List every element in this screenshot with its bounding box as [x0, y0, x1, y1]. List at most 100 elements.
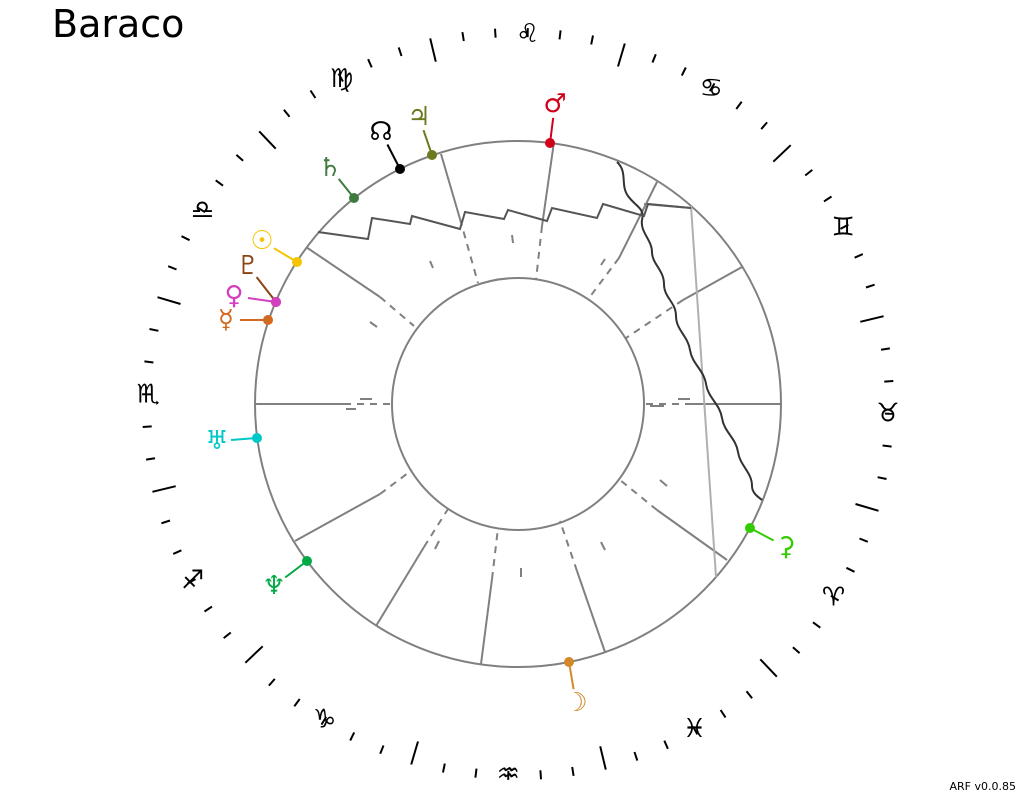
sign-boundary-tick	[599, 746, 607, 770]
sign-boundary-tick	[244, 645, 264, 664]
degree-tick	[283, 109, 291, 118]
degree-tick	[223, 631, 232, 639]
degree-tick	[792, 646, 801, 654]
degree-tick	[590, 35, 594, 45]
house-cusp-line	[541, 141, 555, 227]
mars-glyph: ♂	[543, 89, 566, 119]
version-label: ARF v0.0.85	[949, 780, 1017, 793]
degree-tick	[680, 67, 687, 77]
inner-wheel-ring	[391, 277, 645, 531]
house-cusp-line	[576, 570, 606, 653]
zodiac-glyph-capricorn: ♑	[313, 705, 336, 735]
planet-mars[interactable]: ♂	[543, 89, 567, 148]
planet-neptune[interactable]: ♆	[262, 556, 312, 601]
house-cusp-line	[656, 509, 728, 561]
house-cusp-line	[618, 181, 658, 259]
planet-markers: ♂ ♃ ☊ ♄ ☉♇♀☿ ♅ ♆ ☽ ⚳	[205, 89, 795, 718]
sign-boundary-tick	[410, 741, 419, 765]
uranus-glyph: ♅	[205, 426, 228, 456]
degree-tick	[571, 766, 575, 777]
degree-tick	[161, 519, 171, 525]
saturn-marker	[349, 193, 359, 203]
degree-tick	[320, 716, 328, 726]
planet-saturn[interactable]: ♄	[318, 153, 359, 203]
degree-tick	[172, 549, 182, 555]
ceres-marker	[745, 523, 755, 533]
degree-tick	[760, 121, 768, 130]
planet-mercury[interactable]: ☿	[218, 305, 273, 335]
uranus-marker	[252, 433, 262, 443]
venus-marker	[271, 297, 281, 307]
degree-tick	[187, 578, 196, 585]
degree-tick	[877, 476, 887, 480]
house-cusp-line	[440, 153, 461, 220]
sun-glyph: ☉	[250, 226, 273, 256]
sign-boundary-tick	[855, 503, 879, 512]
sign-boundary-tick	[759, 658, 778, 678]
degree-tick	[823, 195, 833, 203]
degree-tick	[181, 235, 191, 242]
planet-north-node[interactable]: ☊	[369, 117, 405, 174]
degree-tick	[145, 457, 156, 461]
house-cusp-line	[294, 493, 381, 542]
sign-boundary-tick	[152, 485, 176, 493]
degree-tick	[268, 678, 276, 687]
degree-tick	[880, 347, 891, 351]
planet-ceres[interactable]: ⚳	[745, 523, 796, 562]
degree-tick	[215, 179, 224, 187]
house-number-markers	[346, 234, 690, 577]
zodiac-glyph-taurus: ♉	[876, 399, 899, 429]
zodiac-glyph-scorpio: ♏	[136, 379, 159, 409]
neptune-marker	[302, 556, 312, 566]
venus-glyph: ♀	[224, 281, 243, 311]
jupiter-glyph: ♃	[407, 102, 430, 132]
degree-tick	[663, 740, 669, 750]
house-cusp-lines	[255, 141, 781, 665]
degree-tick	[865, 283, 875, 289]
degree-tick	[558, 30, 562, 40]
mercury-glyph: ☿	[218, 305, 234, 335]
degree-tick	[845, 566, 855, 573]
zodiac-glyph-gemini: ♊	[832, 213, 855, 243]
degree-tick	[309, 89, 317, 99]
house-cusp-dashes	[344, 218, 692, 580]
degree-tick	[719, 709, 727, 719]
ceres-glyph: ⚳	[776, 532, 795, 562]
planet-uranus[interactable]: ♅	[205, 426, 262, 456]
degree-tick	[882, 444, 892, 448]
degree-tick	[859, 537, 869, 543]
saturn-glyph: ♄	[318, 153, 341, 183]
neptune-glyph: ♆	[262, 571, 285, 601]
degree-tick	[494, 28, 497, 38]
chart-title: Baraco	[52, 2, 185, 46]
planet-sun[interactable]: ☉	[250, 226, 302, 267]
sign-boundary-tick	[429, 38, 437, 62]
planet-venus[interactable]: ♀	[224, 281, 281, 311]
zodiac-glyph-sagittarius: ♐	[181, 566, 204, 596]
degree-tick	[337, 73, 344, 82]
aspect-line	[690, 205, 717, 578]
degree-tick	[804, 169, 813, 177]
degree-tick	[442, 763, 446, 773]
sun-marker	[292, 257, 302, 267]
degree-tick	[884, 380, 894, 383]
degree-tick	[633, 751, 639, 761]
degree-tick	[474, 768, 478, 778]
degree-tick	[149, 328, 159, 332]
planet-jupiter[interactable]: ♃	[407, 102, 437, 160]
north-node-glyph: ☊	[369, 117, 392, 147]
degree-tick	[708, 82, 716, 92]
pluto-connector	[255, 276, 277, 303]
degree-tick	[651, 53, 657, 63]
zodiac-glyph-pisces: ♓	[683, 714, 706, 744]
planet-moon[interactable]: ☽	[564, 657, 588, 718]
degree-tick	[397, 47, 403, 57]
zodiac-glyph-aries: ♈	[822, 582, 845, 612]
house-cusp-line	[375, 546, 425, 627]
degree-tick	[840, 223, 849, 230]
degree-tick	[539, 770, 542, 780]
house-cusp-line	[480, 578, 493, 665]
degree-tick	[854, 253, 864, 259]
moon-marker	[564, 657, 574, 667]
